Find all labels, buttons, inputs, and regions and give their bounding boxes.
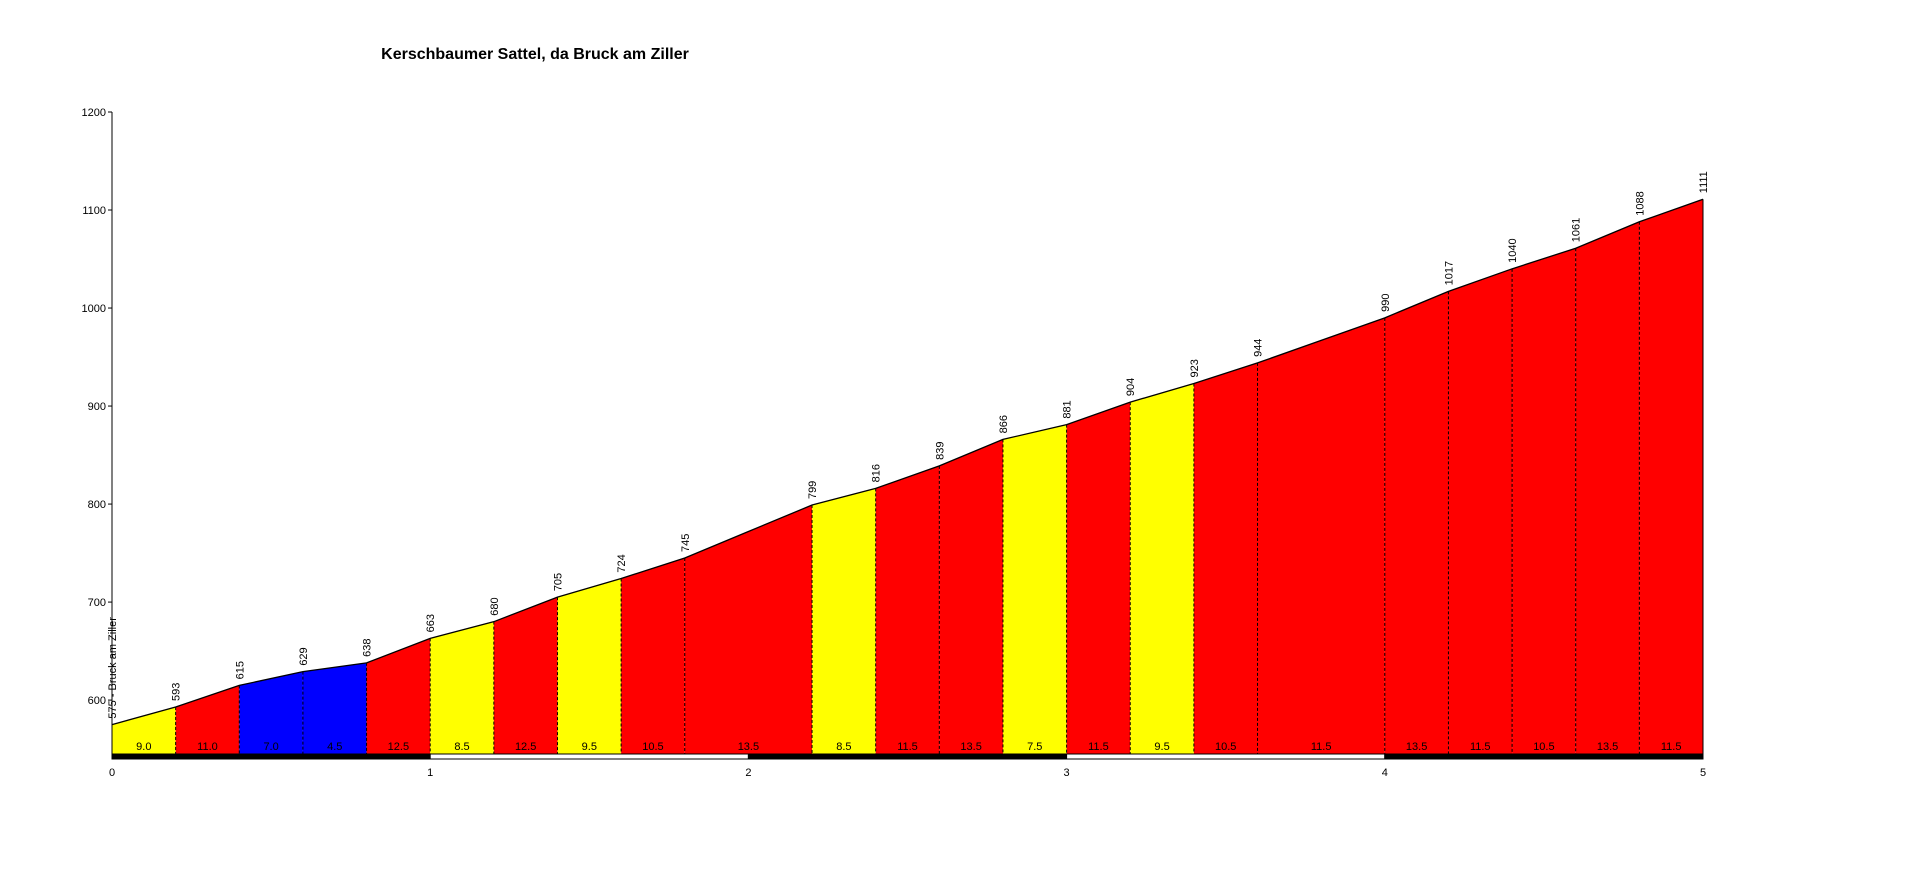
x-tick-label: 0 xyxy=(109,767,115,779)
km-bar-layer xyxy=(111,753,1704,760)
elevation-label: 1111 xyxy=(1698,171,1710,193)
gradient-segment-3 xyxy=(239,671,303,754)
gradient-segment-12 xyxy=(875,465,940,754)
elevation-labels-layer: 575 - Bruck am Ziller 593 615 629 638 663 680 7… xyxy=(107,171,1710,718)
gradient-segment-9 xyxy=(621,557,685,754)
elevation-label: 724 xyxy=(616,554,628,572)
y-tick-label: 1200 xyxy=(82,107,106,119)
gradient-label-18: 11.5 xyxy=(1311,741,1332,753)
gradient-segment-19 xyxy=(1384,291,1449,754)
gradient-label-20: 11.5 xyxy=(1470,741,1491,753)
segments-layer: 9.0 11.0 7.0 4.5 12.5 8.5 12.5 9.5 10.5 13.5 8.5 11… xyxy=(112,199,1703,755)
elevation-label: 944 xyxy=(1253,339,1265,357)
gradient-segment-22 xyxy=(1575,221,1640,754)
gradient-segment-21 xyxy=(1512,248,1576,755)
gradient-segment-15 xyxy=(1066,402,1131,754)
gradient-label-16: 9.5 xyxy=(1154,741,1169,753)
gradient-label-4: 4.5 xyxy=(327,741,342,753)
gradient-label-9: 10.5 xyxy=(642,741,663,753)
gradient-segment-5 xyxy=(366,638,431,754)
gradient-segment-23 xyxy=(1639,199,1703,754)
elevation-label: 593 xyxy=(171,683,183,701)
y-tick-label: 700 xyxy=(88,597,106,609)
elevation-label: 839 xyxy=(934,441,946,459)
gradient-segment-11 xyxy=(812,488,876,754)
gradient-label-14: 7.5 xyxy=(1027,741,1042,753)
elevation-label: 1088 xyxy=(1634,191,1646,215)
elevation-label: 799 xyxy=(807,481,819,499)
gradient-label-7: 12.5 xyxy=(515,741,536,753)
gradient-label-13: 13.5 xyxy=(960,741,981,753)
gradient-label-10: 13.5 xyxy=(738,741,759,753)
elevation-label: 1017 xyxy=(1443,261,1455,285)
gradient-segment-14 xyxy=(1002,424,1067,754)
elevation-label: 745 xyxy=(680,534,692,552)
elevation-label: 705 xyxy=(552,573,564,591)
y-tick-label: 1000 xyxy=(82,303,106,315)
gradient-label-8: 9.5 xyxy=(582,741,597,753)
gradient-label-1: 9.0 xyxy=(136,741,151,753)
km-bar-block-2 xyxy=(429,753,749,760)
gradient-label-22: 13.5 xyxy=(1597,741,1618,753)
start-label: 575 - Bruck am Ziller xyxy=(107,617,119,719)
elevation-label: 816 xyxy=(871,464,883,482)
km-bar-block-5 xyxy=(1384,753,1704,760)
profile-line xyxy=(111,198,1704,726)
gradient-segment-17 xyxy=(1193,362,1258,754)
elevation-label: 904 xyxy=(1125,378,1137,396)
profile-outline-layer xyxy=(111,198,1704,754)
gradient-segment-18 xyxy=(1257,317,1385,754)
gradient-segment-2 xyxy=(175,685,240,754)
x-tick-label: 5 xyxy=(1700,767,1706,779)
km-bar-block-1 xyxy=(111,753,431,760)
elevation-label: 680 xyxy=(489,597,501,615)
y-tick-label: 600 xyxy=(88,695,106,707)
gradient-label-23: 11.5 xyxy=(1661,741,1682,753)
gradient-segment-16 xyxy=(1130,383,1194,754)
gradient-label-5: 12.5 xyxy=(388,741,409,753)
elevation-label: 990 xyxy=(1380,293,1392,311)
x-tick-label: 4 xyxy=(1382,767,1388,779)
gradient-segment-7 xyxy=(493,597,558,754)
gradient-segment-6 xyxy=(430,621,494,754)
elevation-label: 1040 xyxy=(1507,238,1519,262)
gradient-label-11: 8.5 xyxy=(836,741,851,753)
x-tick-label: 3 xyxy=(1064,767,1070,779)
gradient-label-3: 7.0 xyxy=(263,741,278,753)
y-tick-label: 900 xyxy=(88,401,106,413)
elevation-label: 629 xyxy=(298,647,310,665)
y-tick-label: 800 xyxy=(88,499,106,511)
elevation-label: 1061 xyxy=(1571,218,1583,242)
gradient-label-2: 11.0 xyxy=(197,741,218,753)
gradient-label-19: 13.5 xyxy=(1406,741,1427,753)
km-bar-block-4 xyxy=(1066,753,1386,760)
gradient-label-12: 11.5 xyxy=(897,741,918,753)
elevation-label: 615 xyxy=(234,661,246,679)
x-tick-label: 2 xyxy=(745,767,751,779)
x-tick-label: 1 xyxy=(427,767,433,779)
gradient-label-17: 10.5 xyxy=(1215,741,1236,753)
axes-layer: 600 700 800 900 1000 1100 1200 0 1 2 3 4 5 xyxy=(82,107,1707,779)
gradient-segment-10 xyxy=(684,505,813,754)
km-bar-block-3 xyxy=(747,753,1068,760)
elevation-label: 881 xyxy=(1062,400,1074,418)
gradient-segment-8 xyxy=(557,578,622,754)
gradient-segment-1 xyxy=(112,706,176,754)
gradient-label-21: 10.5 xyxy=(1533,741,1554,753)
gradient-label-15: 11.5 xyxy=(1088,741,1109,753)
gradient-segment-20 xyxy=(1448,268,1513,754)
gradient-segment-13 xyxy=(939,439,1003,754)
elevation-label: 638 xyxy=(362,638,374,656)
elevation-label: 923 xyxy=(1189,359,1201,377)
elevation-label: 866 xyxy=(998,415,1010,433)
elevation-label: 663 xyxy=(425,614,437,632)
gradient-segment-4 xyxy=(302,662,367,754)
y-tick-label: 1100 xyxy=(82,205,106,217)
chart-title: Kerschbaumer Sattel, da Bruck am Ziller xyxy=(381,46,689,63)
gradient-label-6: 8.5 xyxy=(454,741,469,753)
